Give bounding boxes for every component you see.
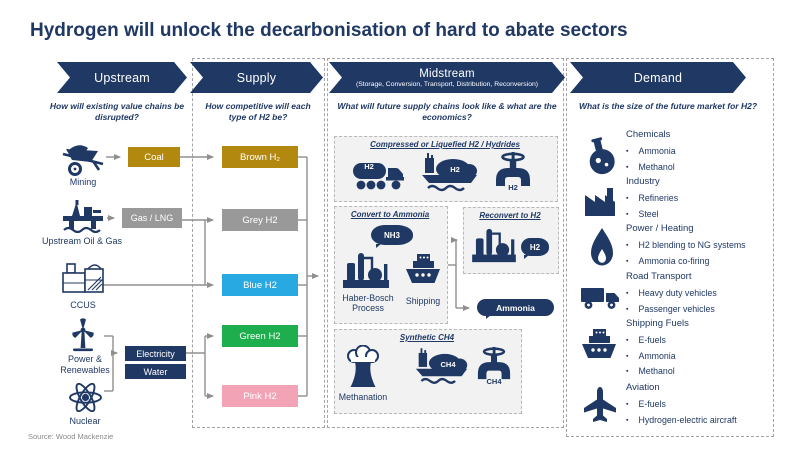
demand-item: Hydrogen-electric aircraft (626, 413, 778, 429)
question-upstream: How will existing value chains be disrup… (49, 101, 185, 123)
ammonia-vessel: Ammonia (477, 299, 554, 319)
demand-item: Ammonia (626, 144, 778, 160)
stage-label: Demand (633, 70, 683, 85)
pink-h2-box: Pink H2 (222, 385, 298, 407)
stage-banner-supply: Supply (190, 62, 323, 93)
flame-icon (589, 227, 615, 267)
demand-item: Ammonia co-firing (626, 254, 778, 270)
nuclear-label: Nuclear (69, 416, 101, 426)
question-supply: How competitive will each type of H2 be? (205, 101, 311, 123)
demand-item: Methanol (626, 364, 778, 380)
demand-item: Refineries (626, 191, 778, 207)
grey-h2-box: Grey H2 (222, 209, 298, 231)
ccus-label: CCUS (70, 300, 96, 310)
demand-section-title: Industry (626, 176, 660, 187)
demand-item: Passenger vehicles (626, 302, 778, 318)
oil-rig-icon (60, 199, 106, 233)
demand-section-power-heating: Power / Heating H2 blending to NG system… (626, 223, 778, 269)
wind-turbine-icon (63, 315, 103, 353)
supply-column-frame (192, 58, 325, 428)
water-box: Water (125, 364, 186, 379)
stage-banner-upstream: Upstream (57, 62, 187, 93)
gas-lng-box: Gas / LNG (122, 208, 182, 228)
convert-ammonia-title: Convert to Ammonia (350, 210, 430, 219)
shipping-label: Shipping (405, 296, 441, 306)
stage-sublabel: (Storage, Conversion, Transport, Distrib… (355, 80, 539, 88)
demand-section-title: Power / Heating (626, 223, 694, 234)
h2-truck-tag: H2 (364, 162, 374, 171)
ch4-ship-tag: CH4 (440, 360, 456, 369)
haber-bosch-label: Haber-Bosch Process (342, 293, 394, 314)
page-title: Hydrogen will unlock the decarbonisation… (30, 20, 628, 41)
haber-bosch-plant-icon (341, 251, 391, 291)
mining-label: Mining (69, 177, 97, 187)
blue-h2-box: Blue H2 (222, 274, 298, 296)
electricity-box: Electricity (125, 346, 186, 361)
ship-icon (580, 327, 618, 360)
h2-pipe-tag: H2 (508, 183, 518, 192)
demand-item: Methanol (626, 160, 778, 176)
reconvert-h2-blob: H2 (521, 238, 549, 259)
stage-label: Upstream (94, 70, 150, 85)
demand-section-industry: Industry Refineries Steel (626, 176, 778, 222)
demand-item: E-fuels (626, 397, 778, 413)
demand-section-chemicals: Chemicals Ammonia Methanol (626, 129, 778, 175)
h2-ship-tag: H2 (450, 165, 460, 174)
oil-gas-label: Upstream Oil & Gas (41, 236, 123, 246)
flask-icon (582, 137, 618, 177)
question-demand: What is the size of the future market fo… (578, 101, 758, 111)
demand-item: Steel (626, 207, 778, 223)
demand-section-aviation: Aviation E-fuels Hydrogen-electric aircr… (626, 382, 778, 428)
source-note: Source: Wood Mackenzie (28, 432, 114, 441)
demand-section-title: Road Transport (626, 271, 692, 282)
coal-box: Coal (128, 147, 180, 167)
stage-label: Supply (236, 70, 277, 85)
demand-section-title: Shipping Fuels (626, 318, 689, 329)
demand-section-title: Aviation (626, 382, 660, 393)
demand-section-title: Chemicals (626, 129, 671, 140)
stage-label: Midstream (419, 67, 475, 80)
airplane-icon (583, 386, 617, 422)
demand-section-road-transport: Road Transport Heavy duty vehicles Passe… (626, 271, 778, 317)
h2-carrier-ship-icon (420, 152, 480, 192)
compressed-h2-title: Compressed or Liquefied H2 / Hydrides (370, 140, 520, 149)
power-renewables-label: Power & Renewables (60, 354, 110, 375)
factory-icon (583, 186, 617, 218)
question-midstream: What will future supply chains look like… (337, 101, 557, 123)
atom-icon (67, 383, 104, 412)
truck-icon (580, 285, 620, 311)
demand-item: H2 blending to NG systems (626, 238, 778, 254)
brown-h2-box: Brown H₂ (222, 146, 298, 168)
reconversion-plant-icon (471, 227, 517, 265)
demand-item: Heavy duty vehicles (626, 286, 778, 302)
shipping-ship-icon (404, 252, 442, 285)
reconvert-h2-title: Reconvert to H2 (479, 211, 541, 220)
ch4-pipe-tag: CH4 (486, 377, 502, 386)
midstream-column-frame (327, 58, 564, 428)
h2-tanker-truck-icon (352, 156, 406, 192)
ccus-factory-icon (61, 259, 105, 295)
wheelbarrow-icon (60, 141, 106, 177)
synthetic-ch4-title: Synthetic CH4 (399, 333, 455, 342)
stage-banner-midstream: Midstream (Storage, Conversion, Transpor… (329, 62, 565, 93)
demand-item: E-fuels (626, 333, 778, 349)
methanation-label: Methanation (338, 392, 388, 402)
methanation-tower-icon (342, 345, 384, 391)
nh3-blob: NH3 (371, 225, 413, 248)
ch4-carrier-ship-icon (414, 347, 470, 385)
demand-section-shipping-fuels: Shipping Fuels E-fuels Ammonia Methanol (626, 318, 778, 380)
green-h2-box: Green H2 (222, 325, 298, 347)
stage-banner-demand: Demand (570, 62, 746, 93)
demand-item: Ammonia (626, 349, 778, 365)
